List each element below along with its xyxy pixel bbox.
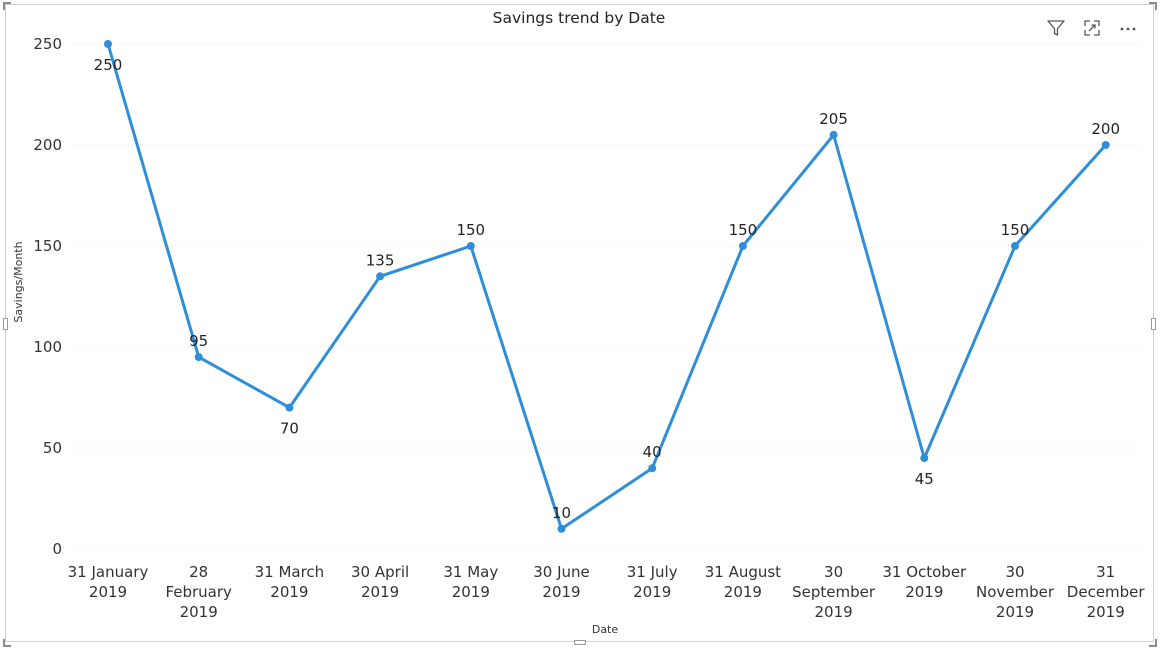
x-tick-label-line: 2019 bbox=[89, 583, 127, 601]
data-label: 70 bbox=[280, 420, 299, 438]
data-point[interactable] bbox=[920, 454, 929, 463]
corner-handle-bottom-left[interactable] bbox=[3, 639, 11, 647]
data-label: 150 bbox=[729, 221, 758, 239]
data-point[interactable] bbox=[285, 403, 294, 412]
data-point[interactable] bbox=[557, 524, 566, 533]
x-tick-label-line: 30 bbox=[824, 563, 843, 581]
x-tick-label-line: 2019 bbox=[1087, 603, 1125, 621]
corner-handle-top-right[interactable] bbox=[1149, 2, 1157, 10]
x-tick-label: 30 April 2019 bbox=[351, 563, 409, 601]
resize-handle-left[interactable] bbox=[3, 318, 8, 330]
x-tick-label: 28 February 2019 bbox=[165, 563, 232, 621]
y-tick-label: 100 bbox=[33, 338, 62, 356]
data-label: 45 bbox=[915, 470, 934, 488]
chart-title: Savings trend by Date bbox=[493, 9, 666, 27]
x-tick-label: 31 August 2019 bbox=[705, 563, 781, 601]
data-point[interactable] bbox=[376, 272, 385, 281]
x-tick-label-line: 2019 bbox=[633, 583, 671, 601]
x-tick-label-line: 2019 bbox=[724, 583, 762, 601]
data-label: 150 bbox=[1001, 221, 1030, 239]
resize-handle-right[interactable] bbox=[1151, 318, 1156, 330]
data-point[interactable] bbox=[829, 130, 838, 139]
x-tick-label: 31 January 2019 bbox=[68, 563, 149, 601]
data-point[interactable] bbox=[1011, 242, 1019, 250]
x-tick-label-line: 31 March bbox=[255, 563, 325, 581]
x-tick-label: 30 September 2019 bbox=[792, 563, 876, 621]
x-tick-label-line: February bbox=[165, 583, 232, 601]
x-tick-label-line: September bbox=[792, 583, 876, 601]
x-tick-label-line: 31 October bbox=[882, 563, 967, 581]
x-tick-label-line: 2019 bbox=[542, 583, 580, 601]
x-axis-title: Date bbox=[592, 623, 619, 636]
y-tick-label: 50 bbox=[43, 439, 62, 457]
x-tick-label-line: 30 June bbox=[533, 563, 590, 581]
y-tick-label: 250 bbox=[33, 35, 62, 53]
x-tick-label-line: 28 bbox=[189, 563, 208, 581]
data-label: 150 bbox=[456, 221, 485, 239]
x-tick-label-line: 2019 bbox=[270, 583, 308, 601]
data-label: 10 bbox=[552, 504, 571, 522]
data-point[interactable] bbox=[738, 242, 747, 250]
x-tick-label: 31 May 2019 bbox=[443, 563, 498, 601]
y-tick-label: 200 bbox=[33, 136, 62, 154]
x-tick-label-line: 31 July bbox=[627, 563, 678, 581]
x-tick-label: 31 July 2019 bbox=[627, 563, 678, 601]
x-tick-label: 31 October 2019 bbox=[882, 563, 967, 601]
y-tick-label: 150 bbox=[33, 237, 62, 255]
x-tick-label-line: December bbox=[1067, 583, 1146, 601]
x-tick-label-line: 31 August bbox=[705, 563, 781, 581]
x-tick-label-line: 30 bbox=[1005, 563, 1024, 581]
x-tick-label-line: 30 April bbox=[351, 563, 409, 581]
x-tick-label-line: 31 May bbox=[443, 563, 498, 581]
x-tick-label: 30 November 2019 bbox=[976, 563, 1055, 621]
resize-handle-bottom[interactable] bbox=[574, 640, 586, 645]
focus-mode-icon[interactable] bbox=[1081, 17, 1103, 39]
series-line bbox=[106, 42, 1108, 531]
more-options-icon[interactable] bbox=[1117, 17, 1139, 39]
data-label: 95 bbox=[189, 332, 208, 350]
x-tick-label: 31 December 2019 bbox=[1067, 563, 1146, 621]
x-tick-label-line: 2019 bbox=[361, 583, 399, 601]
x-tick-label-line: 2019 bbox=[905, 583, 943, 601]
data-point[interactable] bbox=[194, 353, 203, 362]
data-point[interactable] bbox=[1101, 141, 1110, 149]
x-tick-label-line: 31 bbox=[1096, 563, 1115, 581]
y-tick-label: 0 bbox=[52, 540, 62, 558]
x-tick-label-line: 2019 bbox=[180, 603, 218, 621]
data-label: 205 bbox=[819, 110, 848, 128]
data-label: 200 bbox=[1091, 120, 1120, 138]
data-label: 135 bbox=[366, 251, 395, 269]
x-tick-label-line: 2019 bbox=[452, 583, 490, 601]
y-axis-title: Savings/Month bbox=[12, 241, 25, 322]
filter-icon[interactable] bbox=[1045, 17, 1067, 39]
x-tick-label-line: 31 January bbox=[68, 563, 149, 581]
x-tick-label-line: November bbox=[976, 583, 1055, 601]
data-point[interactable] bbox=[648, 464, 657, 473]
data-point[interactable] bbox=[104, 40, 112, 48]
x-tick-label: 31 March 2019 bbox=[255, 563, 325, 601]
corner-handle-bottom-right[interactable] bbox=[1149, 639, 1157, 647]
data-label: 250 bbox=[94, 56, 123, 74]
corner-handle-top-left[interactable] bbox=[3, 2, 11, 10]
x-tick-label: 30 June 2019 bbox=[533, 563, 590, 601]
x-tick-label-line: 2019 bbox=[996, 603, 1034, 621]
data-label: 40 bbox=[643, 443, 662, 461]
visual-container[interactable] bbox=[5, 4, 1154, 642]
data-point[interactable] bbox=[466, 242, 475, 250]
x-tick-label-line: 2019 bbox=[815, 603, 853, 621]
visual-header bbox=[1045, 17, 1139, 39]
